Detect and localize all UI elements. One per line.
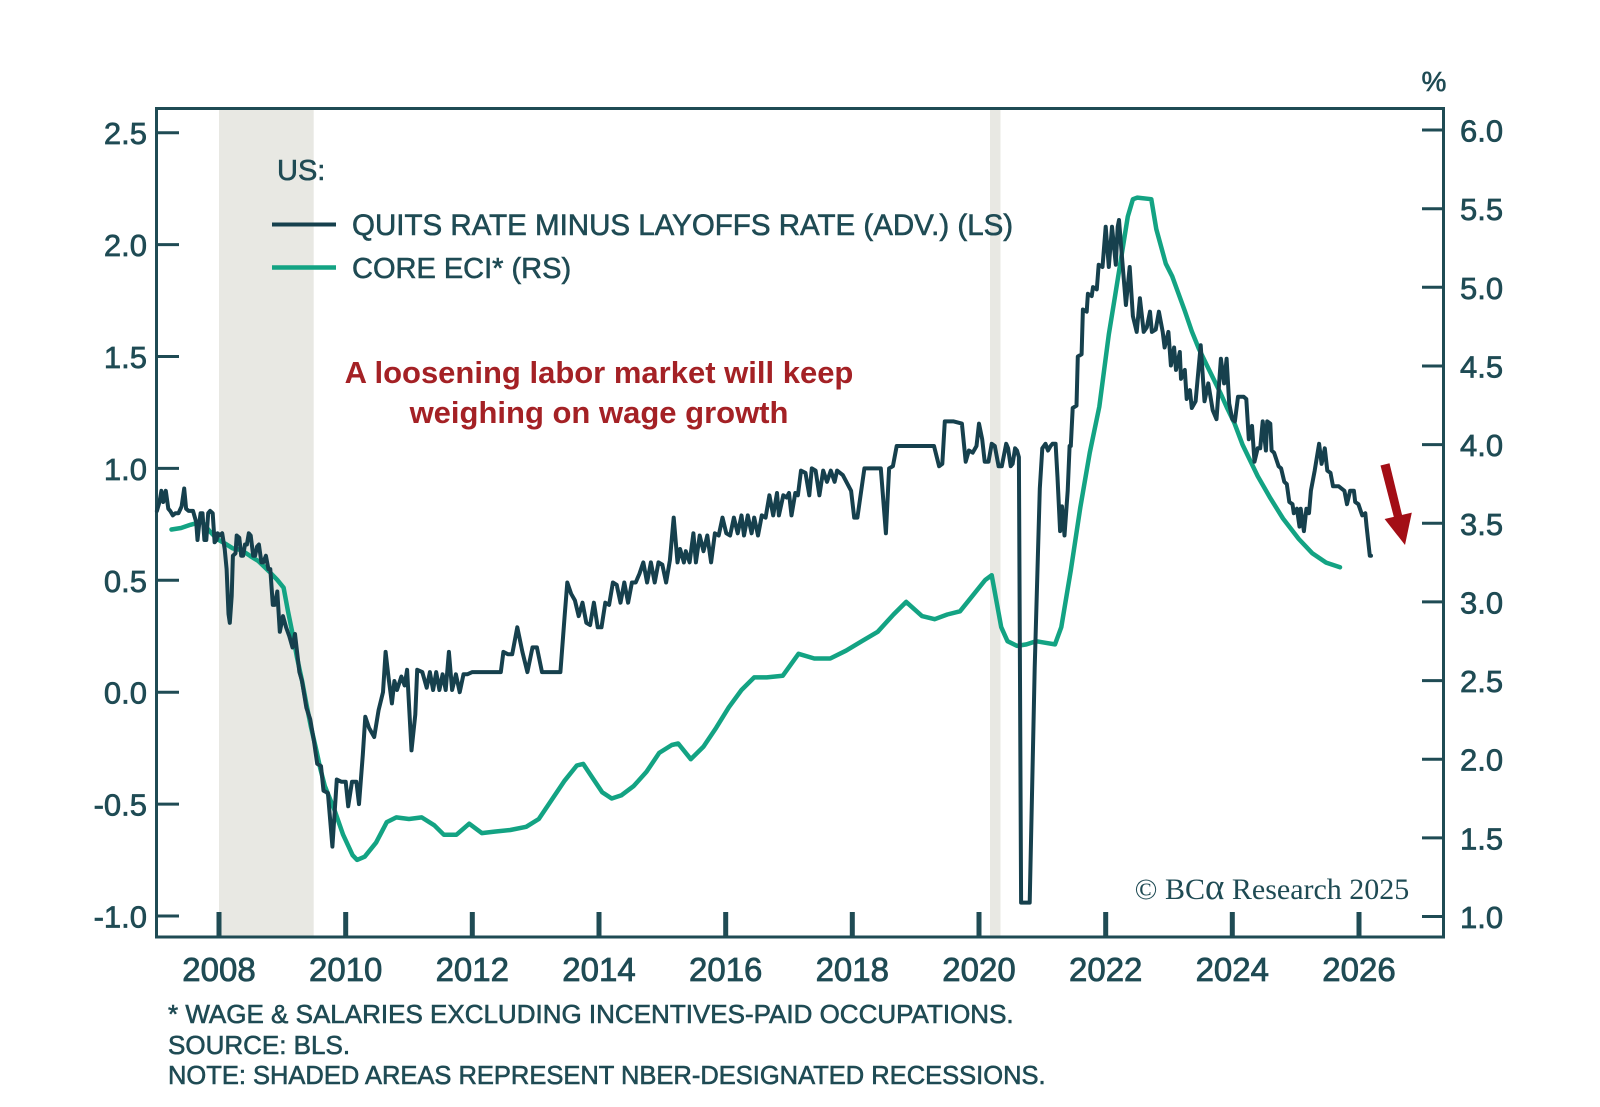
svg-text:1.0: 1.0 xyxy=(1460,900,1503,935)
svg-text:2012: 2012 xyxy=(436,951,509,988)
svg-text:1.5: 1.5 xyxy=(1460,821,1503,856)
svg-text:4.0: 4.0 xyxy=(1460,428,1503,463)
svg-text:2020: 2020 xyxy=(942,951,1015,988)
svg-text:2022: 2022 xyxy=(1069,951,1142,988)
svg-text:2016: 2016 xyxy=(689,951,762,988)
svg-text:3.5: 3.5 xyxy=(1460,507,1503,542)
svg-text:-1.0: -1.0 xyxy=(94,900,147,935)
svg-text:CORE ECI* (RS): CORE ECI* (RS) xyxy=(352,253,571,285)
svg-text:2008: 2008 xyxy=(182,951,255,988)
svg-text:6.0: 6.0 xyxy=(1460,114,1503,149)
svg-text:SOURCE: BLS.: SOURCE: BLS. xyxy=(168,1030,350,1060)
svg-text:2.0: 2.0 xyxy=(104,228,147,263)
svg-text:2.0: 2.0 xyxy=(1460,743,1503,778)
svg-text:weighing on wage growth: weighing on wage growth xyxy=(409,395,789,430)
svg-text:2024: 2024 xyxy=(1196,951,1269,988)
svg-text:US:: US: xyxy=(277,155,325,187)
svg-text:QUITS RATE MINUS LAYOFFS RATE: QUITS RATE MINUS LAYOFFS RATE (ADV.) (LS… xyxy=(352,209,1013,242)
svg-text:%: % xyxy=(1422,66,1447,97)
svg-text:* WAGE & SALARIES EXCLUDING IN: * WAGE & SALARIES EXCLUDING INCENTIVES-P… xyxy=(168,999,1014,1029)
svg-text:NOTE: SHADED AREAS REPRESENT N: NOTE: SHADED AREAS REPRESENT NBER-DESIGN… xyxy=(168,1062,1046,1090)
svg-text:0.5: 0.5 xyxy=(104,564,147,599)
svg-text:3.0: 3.0 xyxy=(1460,585,1503,620)
svg-text:2.5: 2.5 xyxy=(1460,664,1503,699)
svg-text:1.0: 1.0 xyxy=(104,452,147,487)
svg-text:© BCα Research 2025: © BCα Research 2025 xyxy=(1135,867,1410,908)
svg-text:2.5: 2.5 xyxy=(104,116,147,151)
svg-text:5.5: 5.5 xyxy=(1460,192,1503,227)
svg-text:4.5: 4.5 xyxy=(1460,350,1503,385)
svg-text:0.0: 0.0 xyxy=(104,676,147,711)
svg-text:2010: 2010 xyxy=(309,951,382,988)
svg-text:2018: 2018 xyxy=(816,951,889,988)
svg-text:A loosening labor market will: A loosening labor market will keep xyxy=(345,355,854,390)
svg-text:5.0: 5.0 xyxy=(1460,271,1503,306)
svg-text:2014: 2014 xyxy=(562,951,635,988)
svg-text:2026: 2026 xyxy=(1322,951,1395,988)
svg-text:1.5: 1.5 xyxy=(104,340,147,375)
svg-text:-0.5: -0.5 xyxy=(94,788,147,823)
